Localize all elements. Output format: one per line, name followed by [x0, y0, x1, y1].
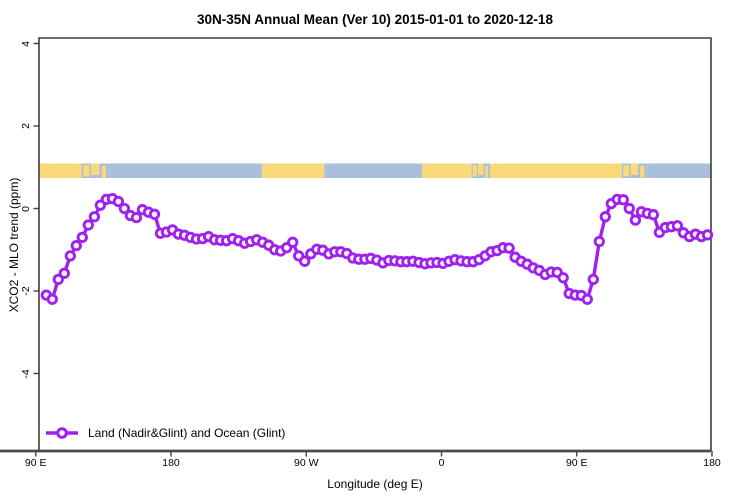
- data-point: [617, 194, 629, 206]
- data-point: [46, 293, 58, 305]
- y-tick-label: 0: [20, 205, 32, 212]
- data-point: [64, 250, 76, 262]
- data-point: [701, 229, 714, 241]
- legend: Land (Nadir&Glint) and Ocean (Glint): [46, 425, 285, 441]
- x-tick-label: 0: [438, 457, 445, 469]
- data-point: [82, 219, 94, 231]
- map-strip-island: [472, 165, 477, 177]
- x-tick-label: 90 W: [293, 457, 319, 469]
- data-point: [118, 202, 131, 215]
- data-point: [647, 209, 660, 221]
- data-point: [623, 202, 635, 215]
- map-strip-land: [490, 163, 622, 178]
- x-tick-label: 90 E: [565, 457, 588, 469]
- y-axis-label: XCO2 - MLO trend (ppm): [7, 177, 21, 313]
- map-strip-island: [83, 165, 90, 177]
- map-strip-island: [623, 165, 629, 177]
- data-point: [599, 211, 611, 223]
- map-strip-ocean: [109, 163, 262, 178]
- map-strip-island: [485, 166, 489, 178]
- legend-label: Land (Nadir&Glint) and Ocean (Glint): [88, 426, 286, 440]
- data-point: [148, 208, 161, 220]
- map-strip-island: [91, 163, 100, 175]
- x-tick-label: 180: [162, 457, 180, 469]
- data-point: [503, 242, 515, 254]
- y-tick-label: 2: [20, 123, 32, 129]
- data-point: [70, 239, 82, 252]
- data-point: [130, 211, 143, 224]
- data-point: [287, 236, 299, 248]
- map-strip-ocean: [324, 163, 422, 178]
- data-point: [112, 195, 125, 208]
- data-point: [581, 293, 593, 305]
- data-point: [88, 211, 101, 223]
- legend-line-marker-icon: [46, 425, 78, 441]
- x-tick-label: 90 E: [24, 457, 47, 469]
- data-point: [593, 235, 605, 248]
- data-point: [557, 272, 569, 284]
- chart-title: 30N-35N Annual Mean (Ver 10) 2015-01-01 …: [197, 12, 553, 27]
- data-point: [58, 267, 70, 279]
- map-strip-island: [477, 163, 484, 175]
- x-axis-label: Longitude (deg E): [327, 477, 423, 491]
- y-tick-label: 4: [20, 40, 32, 47]
- data-point: [671, 220, 684, 232]
- data-point: [587, 273, 599, 286]
- map-strip-land: [261, 163, 325, 178]
- map-strip-land: [39, 163, 82, 178]
- map-strip-land: [421, 163, 472, 178]
- y-tick-label: -2: [20, 286, 32, 296]
- map-strip-ocean: [647, 163, 711, 178]
- map-strip-island: [101, 166, 107, 178]
- x-tick-label: 180: [703, 457, 721, 469]
- data-point: [299, 255, 311, 267]
- map-strip-island: [630, 163, 639, 175]
- plot-box-border: [38, 37, 712, 451]
- data-point: [76, 231, 88, 244]
- map-strip-island: [640, 166, 645, 178]
- data-point: [629, 214, 642, 226]
- y-tick-label: -4: [20, 368, 32, 379]
